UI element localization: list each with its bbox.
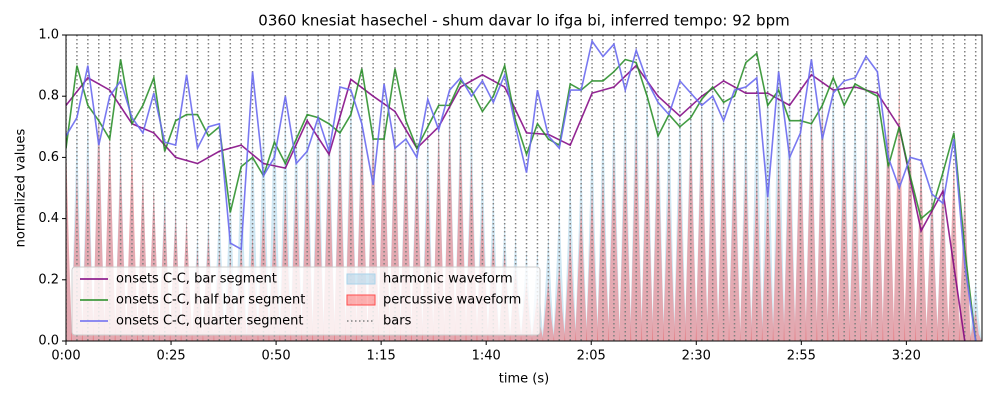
waveform-spike <box>783 71 796 341</box>
waveform-spike <box>739 102 752 341</box>
x-tick-label: 1:15 <box>367 349 396 364</box>
y-tick-label: 0.2 <box>38 272 59 287</box>
waveform-spike <box>794 120 807 341</box>
series-line <box>66 51 977 341</box>
waveform-spike <box>783 132 796 341</box>
y-axis-label: normalized values <box>14 128 29 247</box>
waveform-spike <box>596 172 609 341</box>
waveform-spike <box>838 142 851 341</box>
y-tick-label: 0.0 <box>38 334 59 349</box>
waveform-spike <box>860 126 873 341</box>
waveform-spike <box>893 80 906 341</box>
waveform-spike <box>750 172 763 341</box>
waveform-spike <box>695 111 708 341</box>
y-tick-label: 0.6 <box>38 150 59 165</box>
waveform-spike <box>849 96 862 341</box>
waveform-spike <box>816 96 829 341</box>
waveform-spike <box>827 120 840 341</box>
waveform-spike <box>586 126 599 341</box>
waveform-spike <box>871 111 884 341</box>
legend-swatch <box>346 294 376 306</box>
legend-label: onsets C-C, bar segment <box>116 272 277 287</box>
waveform-spike <box>728 142 741 341</box>
chart-title: 0360 knesiat hasechel - shum davar lo if… <box>258 12 789 30</box>
waveform-spike <box>66 142 72 341</box>
waveform-spike <box>728 96 741 341</box>
waveform-spike <box>695 80 708 341</box>
waveform-spike <box>652 80 665 341</box>
waveform-spike <box>652 132 665 341</box>
series-line <box>66 64 966 341</box>
waveform-spike <box>739 157 752 341</box>
x-axis-label: time (s) <box>499 372 549 387</box>
waveform-spike <box>662 102 675 341</box>
x-tick-label: 0:00 <box>51 349 80 364</box>
waveform-spike <box>596 111 609 341</box>
waveform-spike <box>805 111 818 341</box>
waveform-spike <box>915 157 928 341</box>
waveform-spike <box>607 151 620 341</box>
y-tick-label: 0.4 <box>38 211 59 226</box>
x-tick-label: 2:55 <box>787 349 816 364</box>
waveform-spike <box>794 96 807 341</box>
waveform-spike <box>936 172 949 341</box>
x-tick-label: 0:50 <box>261 349 290 364</box>
y-tick-label: 1.0 <box>38 28 59 43</box>
legend-label: onsets C-C, quarter segment <box>116 314 303 329</box>
waveform-spike <box>893 111 906 341</box>
waveform-spike <box>641 71 654 341</box>
waveform-spike <box>706 120 719 341</box>
waveform-spike <box>904 126 917 341</box>
x-tick-label: 0:25 <box>156 349 185 364</box>
waveform-spike <box>706 71 719 341</box>
waveform-spike <box>673 157 686 341</box>
series-line <box>66 39 977 341</box>
x-tick-label: 1:40 <box>472 349 501 364</box>
waveform-spike <box>564 172 577 341</box>
waveform-spike <box>882 102 895 341</box>
waveform-spike <box>838 80 851 341</box>
waveform-spike <box>882 96 895 341</box>
waveform-spike <box>925 172 938 341</box>
legend-swatch <box>346 273 376 285</box>
waveform-spike <box>805 80 818 341</box>
waveform-spike <box>750 80 763 341</box>
waveform-spike <box>542 279 555 341</box>
waveform-spike <box>662 172 675 341</box>
plot-frame <box>65 34 983 342</box>
waveform-spike <box>871 80 884 341</box>
waveform-spike <box>553 264 566 341</box>
waveform-spike <box>575 157 588 341</box>
legend-label: percussive waveform <box>383 293 521 308</box>
waveform-spike <box>66 157 72 341</box>
waveform-spike <box>947 172 960 341</box>
waveform-spike <box>860 71 873 341</box>
waveform-spike <box>619 80 632 341</box>
waveform-spike <box>684 96 697 341</box>
y-tick-label: 0.8 <box>38 89 59 104</box>
waveform-spike <box>630 126 643 341</box>
waveform-spike <box>816 71 829 341</box>
waveform-spike <box>641 126 654 341</box>
x-tick-label: 3:20 <box>892 349 921 364</box>
x-tick-label: 2:05 <box>577 349 606 364</box>
waveform-spike <box>684 126 697 341</box>
waveform-spike <box>904 126 917 341</box>
legend-box <box>71 266 541 336</box>
waveform-spike <box>947 157 960 341</box>
waveform-spike <box>915 157 928 341</box>
waveform-spike <box>849 157 862 341</box>
waveform-spike <box>936 157 949 341</box>
legend-label: harmonic waveform <box>383 272 513 287</box>
waveform-spike <box>969 279 982 341</box>
waveform-spike <box>772 157 785 341</box>
legend-label: bars <box>383 314 412 329</box>
x-tick-label: 2:30 <box>682 349 711 364</box>
legend-label: onsets C-C, half bar segment <box>116 293 305 308</box>
legend: onsets C-C, bar segment onsets C-C, half … <box>71 266 541 336</box>
waveform-spike <box>969 310 982 341</box>
waveform-spike <box>607 96 620 341</box>
waveform-spike <box>717 132 730 341</box>
